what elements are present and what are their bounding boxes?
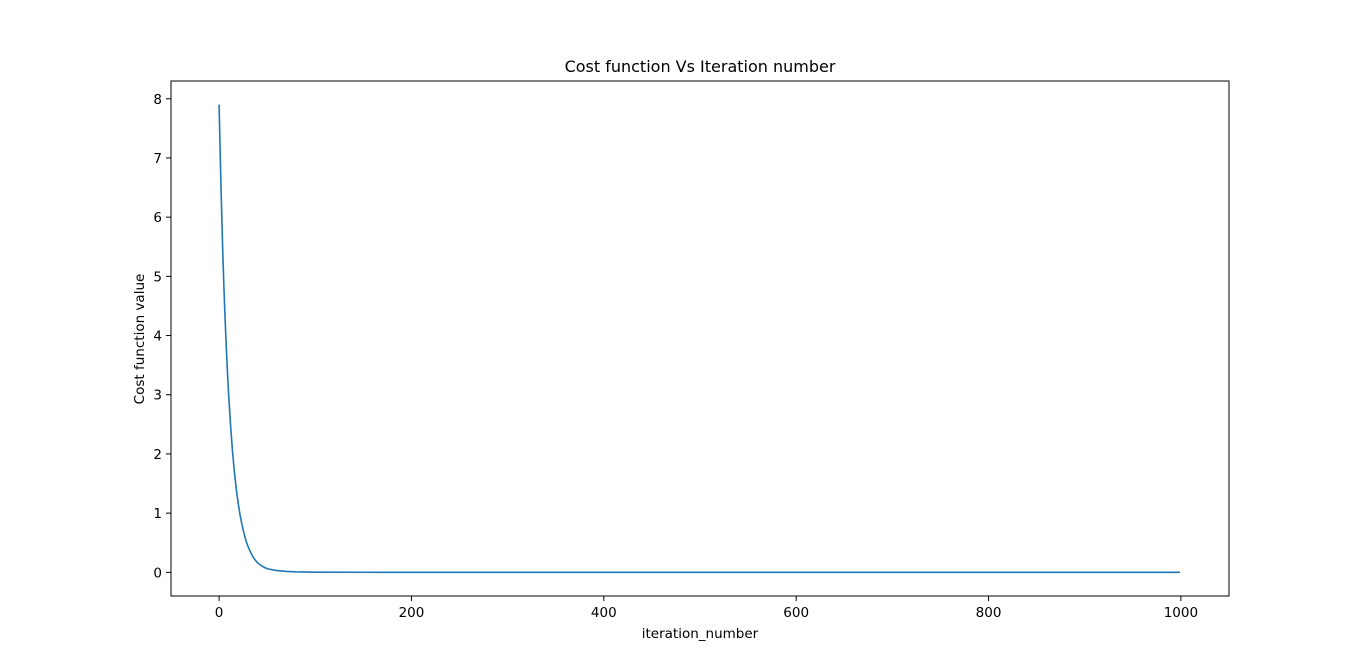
- x-tick-label: 800: [976, 605, 1002, 621]
- y-tick-label: 2: [153, 447, 162, 463]
- y-tick-label: 1: [153, 506, 162, 522]
- y-tick-label: 6: [153, 210, 162, 226]
- x-tick-label: 600: [783, 605, 809, 621]
- x-tick-label: 0: [215, 605, 224, 621]
- series-line-cost: [218, 104, 1180, 574]
- y-tick-label: 5: [153, 269, 162, 285]
- y-axis-label: Cost function value: [132, 274, 148, 405]
- x-axis-label: iteration_number: [642, 626, 759, 642]
- y-tick-label: 3: [153, 388, 162, 404]
- y-axis-ticks: 0 1 2 3 4 5 6 7 8: [153, 92, 171, 581]
- y-tick-label: 0: [153, 565, 162, 581]
- y-tick-label: 4: [153, 329, 162, 345]
- chart-title: Cost function Vs Iteration number: [565, 57, 836, 76]
- plot-area: [170, 80, 1230, 597]
- x-tick-label: 400: [591, 605, 617, 621]
- y-tick-label: 7: [153, 151, 162, 167]
- y-tick-label: 8: [153, 92, 162, 108]
- x-tick-label: 200: [399, 605, 425, 621]
- axes-frame: [170, 80, 1230, 597]
- x-tick-label: 1000: [1164, 605, 1198, 621]
- x-axis-ticks: 0 200 400 600 800 1000: [215, 596, 1198, 621]
